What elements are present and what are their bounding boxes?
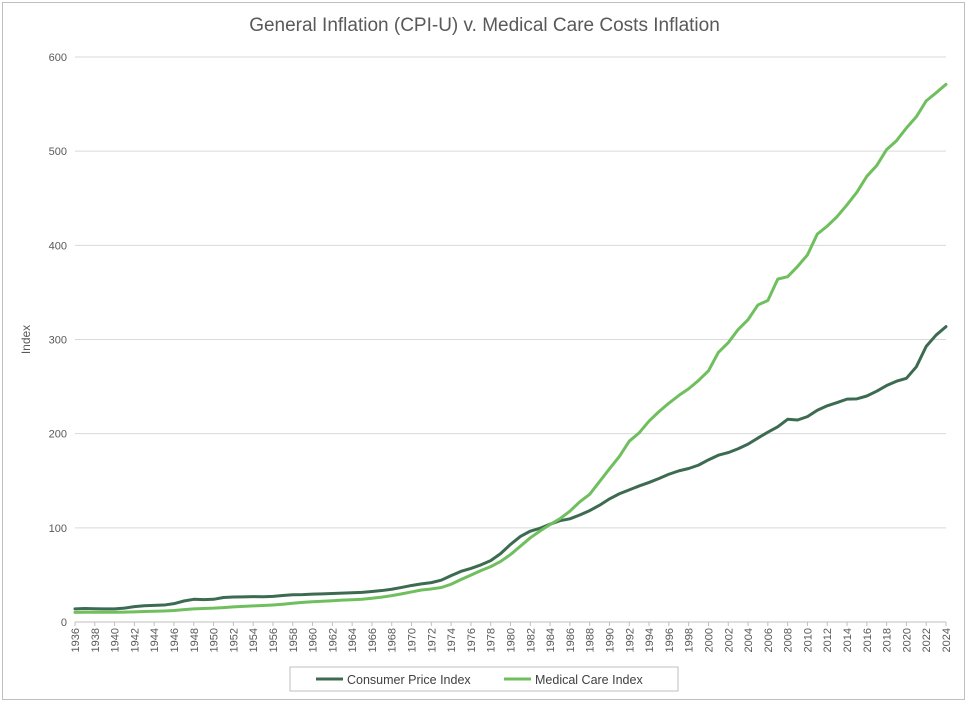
y-tick-label: 200 <box>49 429 67 441</box>
x-tick-label: 2024 <box>941 628 953 652</box>
x-tick-label: 1972 <box>426 628 438 652</box>
x-axis-ticks: 1936 1938 1940 1942 1944 1946 1948 1950 1952 1954… <box>70 622 953 652</box>
x-tick-label: 1936 <box>70 628 82 652</box>
x-tick-label: 1962 <box>327 628 339 652</box>
x-tick-label: 1948 <box>189 628 201 652</box>
x-tick-label: 1986 <box>565 628 577 652</box>
y-axis-label: Index <box>19 325 33 354</box>
x-tick-label: 2020 <box>901 628 913 652</box>
x-tick-label: 2022 <box>921 628 933 652</box>
x-tick-label: 2010 <box>802 628 814 652</box>
series-lines <box>73 82 948 614</box>
x-tick-label: 1952 <box>228 628 240 652</box>
x-tick-label: 1958 <box>288 628 300 652</box>
x-tick-label: 1982 <box>525 628 537 652</box>
x-tick-label: 1974 <box>446 628 458 652</box>
x-tick-label: 1964 <box>347 628 359 652</box>
chart-title: General Inflation (CPI-U) v. Medical Car… <box>249 15 720 36</box>
x-tick-label: 2000 <box>703 628 715 652</box>
series-line-medical <box>73 82 948 614</box>
y-tick-label: 600 <box>49 52 67 64</box>
x-tick-label: 1994 <box>644 628 656 652</box>
legend: Consumer Price Index Medical Care Index <box>289 666 679 692</box>
gridlines <box>75 56 946 623</box>
x-tick-label: 1966 <box>367 628 379 652</box>
x-tick-label: 1956 <box>268 628 280 652</box>
x-tick-label: 1980 <box>506 628 518 652</box>
x-tick-label: 2014 <box>842 628 854 652</box>
y-tick-label: 300 <box>49 335 67 347</box>
legend-box <box>289 666 679 692</box>
x-tick-label: 2012 <box>822 628 834 652</box>
x-tick-label: 1968 <box>387 628 399 652</box>
x-tick-label: 1990 <box>604 628 616 652</box>
x-tick-label: 1944 <box>149 628 161 652</box>
x-tick-label: 1976 <box>466 628 478 652</box>
y-tick-label: 500 <box>49 146 67 158</box>
x-tick-label: 1938 <box>90 628 102 652</box>
x-tick-label: 1960 <box>308 628 320 652</box>
x-tick-label: 1992 <box>624 628 636 652</box>
x-tick-label: 1954 <box>248 628 260 652</box>
series-line-cpi <box>73 325 948 611</box>
legend-label-medical: Medical Care Index <box>535 673 643 687</box>
y-tick-label: 400 <box>49 240 67 252</box>
x-tick-label: 2004 <box>743 628 755 652</box>
legend-label-cpi: Consumer Price Index <box>347 673 471 687</box>
x-tick-label: 1970 <box>407 628 419 652</box>
x-tick-label: 2006 <box>763 628 775 652</box>
x-tick-label: 1984 <box>545 628 557 652</box>
x-tick-label: 1946 <box>169 628 181 652</box>
x-tick-label: 2018 <box>882 628 894 652</box>
x-tick-label: 1940 <box>110 628 122 652</box>
y-tick-label: 100 <box>49 523 67 535</box>
y-axis-ticks: 0 100 200 300 400 500 600 <box>49 52 67 629</box>
x-tick-label: 1950 <box>209 628 221 652</box>
x-tick-label: 2016 <box>862 628 874 652</box>
x-tick-label: 1996 <box>664 628 676 652</box>
y-tick-label: 0 <box>61 617 67 629</box>
x-tick-label: 2002 <box>723 628 735 652</box>
x-tick-label: 2008 <box>783 628 795 652</box>
x-tick-label: 1988 <box>585 628 597 652</box>
x-tick-label: 1942 <box>129 628 141 652</box>
x-tick-label: 1978 <box>486 628 498 652</box>
x-tick-label: 1998 <box>684 628 696 652</box>
